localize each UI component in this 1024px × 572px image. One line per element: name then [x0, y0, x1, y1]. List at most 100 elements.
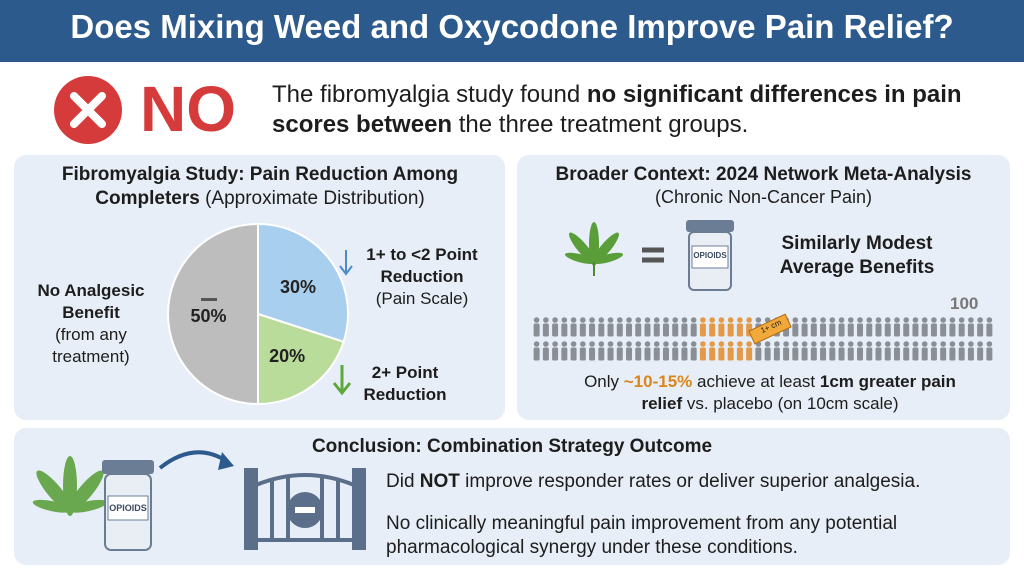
person-icon — [681, 323, 688, 337]
person-icon — [709, 341, 715, 347]
person-icon — [737, 341, 743, 347]
person-icon — [533, 317, 540, 323]
text: achieve at least — [692, 372, 820, 391]
person-icon — [626, 341, 632, 347]
person-icon — [543, 341, 549, 347]
person-icon — [607, 317, 614, 323]
person-icon — [838, 323, 845, 337]
person-icon — [699, 347, 706, 361]
person-icon — [930, 347, 937, 361]
slice-label: 1+ to <2 Point Reduction (Pain Scale) — [352, 244, 492, 310]
person-icon — [810, 347, 817, 361]
person-icon — [912, 341, 919, 347]
person-icon — [746, 341, 752, 347]
slice-value-label: 50% — [190, 306, 226, 326]
person-icon — [949, 317, 956, 323]
person-icon — [616, 323, 623, 337]
person-icon — [533, 347, 540, 361]
person-icon — [718, 317, 725, 323]
person-icon — [635, 347, 642, 361]
person-icon — [644, 323, 651, 337]
person-icon — [607, 347, 614, 361]
person-icon — [838, 347, 845, 361]
text-bold: 1+ to <2 Point Reduction — [366, 245, 478, 286]
person-icon — [958, 347, 965, 361]
slice-label: No Analgesic Benefit (from any treatment) — [22, 280, 160, 368]
person-icon — [875, 323, 882, 337]
person-icon — [903, 341, 910, 347]
person-icon — [727, 317, 734, 323]
person-icon — [903, 323, 910, 337]
person-icon — [727, 341, 734, 347]
person-icon — [820, 347, 827, 361]
person-icon — [949, 323, 956, 337]
person-icon — [912, 323, 919, 337]
text-bold: NOT — [419, 471, 460, 492]
person-icon — [653, 317, 660, 323]
person-icon — [884, 347, 891, 361]
person-icon — [792, 317, 799, 323]
conclusion-line: No clinically meaningful pain improvemen… — [386, 513, 898, 558]
person-icon — [949, 347, 956, 361]
person-icon — [607, 341, 614, 347]
person-icon — [921, 341, 928, 347]
person-icon — [552, 347, 559, 361]
person-icon — [893, 323, 900, 337]
text-bold: no significant differences in pain score… — [272, 81, 962, 138]
person-icon — [561, 347, 568, 361]
no-icon-x — [70, 92, 106, 128]
comparison-text: Similarly Modest Average Benefits — [779, 233, 935, 278]
person-icon — [672, 317, 679, 323]
text-bold: 1cm greater pain relief — [641, 372, 956, 413]
person-icon — [570, 347, 577, 361]
header-bar — [0, 0, 1024, 62]
arrow-head — [218, 452, 234, 470]
person-icon — [542, 323, 549, 337]
title: Does Mixing Weed and Oxycodone Improve P… — [70, 8, 954, 45]
person-icon — [598, 317, 605, 323]
person-icon — [543, 317, 549, 323]
person-icon — [857, 347, 864, 361]
pie-slice — [167, 222, 259, 406]
bottle-icon — [686, 220, 734, 291]
person-icon — [589, 317, 595, 323]
person-icon — [912, 317, 919, 323]
person-icon — [884, 317, 891, 323]
person-icon — [579, 347, 586, 361]
person-icon — [644, 317, 651, 323]
person-icon — [589, 347, 596, 361]
person-icon — [792, 341, 799, 347]
person-icon — [561, 317, 568, 323]
person-icon — [570, 317, 577, 323]
person-icon — [820, 323, 827, 337]
text: (Approximate Distribution) — [199, 188, 425, 209]
person-icon — [681, 347, 688, 361]
person-icon — [977, 317, 983, 323]
person-icon — [635, 317, 642, 323]
person-icon — [783, 341, 789, 347]
person-icon — [700, 317, 706, 323]
person-icon — [949, 341, 956, 347]
text: (from any treatment) — [52, 325, 130, 366]
text: Did — [386, 471, 420, 492]
person-icon — [653, 341, 660, 347]
person-icon — [552, 317, 558, 323]
person-icon — [616, 317, 623, 323]
person-icon — [940, 317, 946, 323]
meta-panel — [517, 155, 1010, 420]
slice-label: 2+ Point Reduction — [363, 363, 447, 404]
meta-subtitle: (Chronic Non-Cancer Pain) — [654, 187, 873, 207]
person-icon — [653, 347, 660, 361]
person-icon — [829, 341, 836, 347]
person-icon — [672, 347, 679, 361]
slice-value-label: 20% — [269, 346, 305, 366]
person-icon — [931, 341, 937, 347]
leaf-icon — [564, 222, 624, 276]
person-icon — [801, 347, 808, 361]
person-icon — [681, 341, 688, 347]
person-icon — [921, 347, 928, 361]
person-icon — [598, 323, 605, 337]
text: Only — [584, 372, 624, 391]
person-icon — [764, 341, 771, 347]
